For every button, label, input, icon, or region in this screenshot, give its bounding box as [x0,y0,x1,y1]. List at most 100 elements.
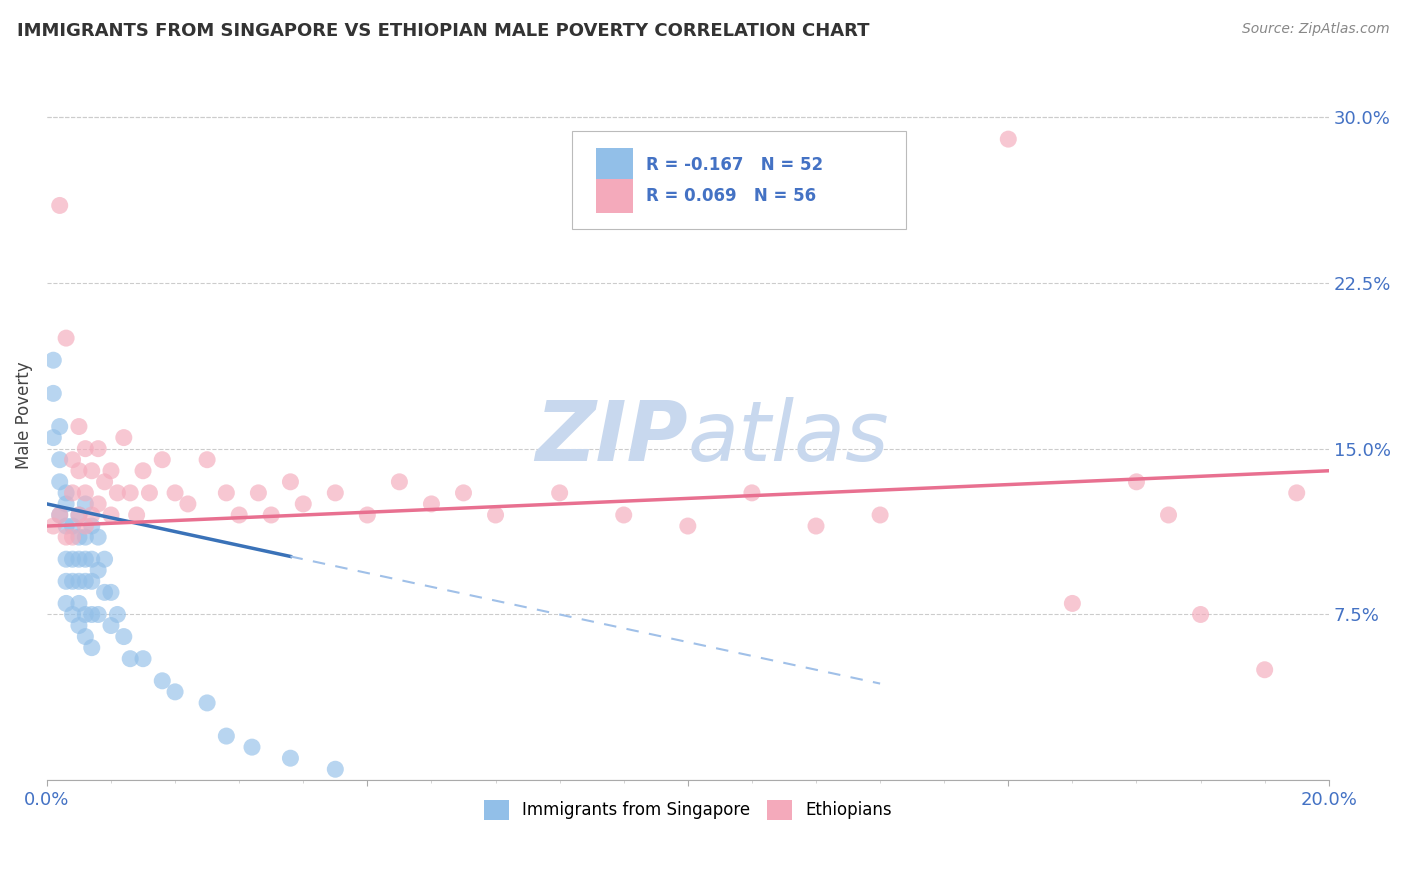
Point [55,574,77,589]
Point [388,475,411,489]
Point [75,519,97,533]
Point [67,419,90,434]
Point [150,452,173,467]
Point [42,353,65,368]
Point [165,486,187,500]
FancyBboxPatch shape [572,131,905,229]
Point [80,552,103,566]
Point [1125,475,1147,489]
Point [67,552,90,566]
Point [741,486,763,500]
Text: atlas: atlas [688,397,890,478]
Point [112,431,135,445]
Point [67,508,90,522]
Point [100,464,122,478]
Text: R = 0.069   N = 56: R = 0.069 N = 56 [645,187,815,205]
Point [75,530,97,544]
Point [292,497,315,511]
Point [48,452,70,467]
Point [93,585,115,599]
Point [48,508,70,522]
Point [87,607,110,622]
Point [62,574,84,589]
Point [48,419,70,434]
Point [42,431,65,445]
Text: IMMIGRANTS FROM SINGAPORE VS ETHIOPIAN MALE POVERTY CORRELATION CHART: IMMIGRANTS FROM SINGAPORE VS ETHIOPIAN M… [17,22,869,40]
Point [247,486,270,500]
Point [75,574,97,589]
Legend: Immigrants from Singapore, Ethiopians: Immigrants from Singapore, Ethiopians [477,793,898,827]
Point [260,508,283,522]
Point [42,519,65,533]
Point [804,519,827,533]
Point [55,552,77,566]
Point [67,596,90,610]
Point [323,486,346,500]
Point [120,651,142,665]
Point [55,519,77,533]
Point [1189,607,1212,622]
Point [87,563,110,577]
FancyBboxPatch shape [596,179,633,212]
Point [150,673,173,688]
Point [676,519,699,533]
Point [75,497,97,511]
FancyBboxPatch shape [596,148,633,181]
Y-axis label: Male Poverty: Male Poverty [15,361,32,469]
Point [62,530,84,544]
Point [240,740,263,755]
Point [228,508,250,522]
Point [1062,596,1084,610]
Point [42,386,65,401]
Point [165,685,187,699]
Point [87,530,110,544]
Point [67,530,90,544]
Point [177,497,200,511]
Point [75,486,97,500]
Point [62,519,84,533]
Point [484,508,506,522]
Point [55,530,77,544]
Point [62,486,84,500]
Point [215,729,238,743]
Point [48,475,70,489]
Point [100,585,122,599]
Point [80,508,103,522]
Point [280,751,302,765]
Point [453,486,475,500]
Point [80,464,103,478]
Text: R = -0.167   N = 52: R = -0.167 N = 52 [645,155,823,174]
Point [87,442,110,456]
Point [120,486,142,500]
Point [323,762,346,776]
Point [420,497,443,511]
Point [87,497,110,511]
Point [105,486,128,500]
Point [195,452,218,467]
Point [215,486,238,500]
Point [112,630,135,644]
Point [132,464,155,478]
Point [1285,486,1308,500]
Point [80,519,103,533]
Point [80,640,103,655]
Point [67,464,90,478]
Point [55,486,77,500]
Point [100,618,122,632]
Point [195,696,218,710]
Point [1253,663,1275,677]
Point [67,574,90,589]
Point [75,607,97,622]
Point [62,452,84,467]
Point [548,486,571,500]
Point [48,508,70,522]
Point [280,475,302,489]
Point [62,607,84,622]
Point [55,596,77,610]
Point [100,508,122,522]
Point [75,552,97,566]
Text: Source: ZipAtlas.com: Source: ZipAtlas.com [1241,22,1389,37]
Point [75,442,97,456]
Point [105,607,128,622]
Point [55,331,77,345]
